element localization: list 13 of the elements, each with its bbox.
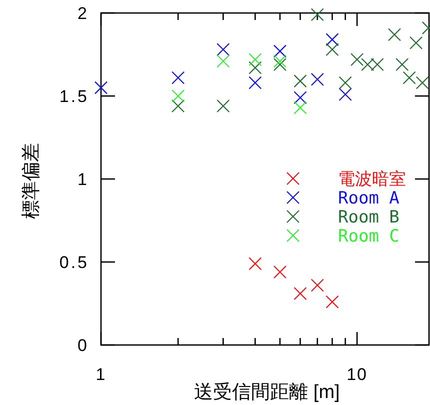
y-tick-label: 1 (78, 170, 89, 189)
legend-label: 電波暗室 (338, 170, 406, 190)
x-tick-label: 10 (346, 365, 368, 384)
y-tick-label: 2 (78, 4, 89, 23)
legend-label: Room C (338, 226, 400, 246)
legend-label: Room B (338, 208, 400, 228)
x-axis-title: 送受信間距離 [m] (194, 382, 340, 403)
legend-label: Room A (338, 188, 400, 208)
x-tick-label: 1 (96, 365, 106, 384)
y-tick-label: 1.5 (59, 87, 89, 106)
y-tick-label: 0 (78, 336, 89, 355)
y-tick-label: 0.5 (59, 253, 89, 272)
y-axis-title: 標準偏差 (21, 143, 42, 219)
